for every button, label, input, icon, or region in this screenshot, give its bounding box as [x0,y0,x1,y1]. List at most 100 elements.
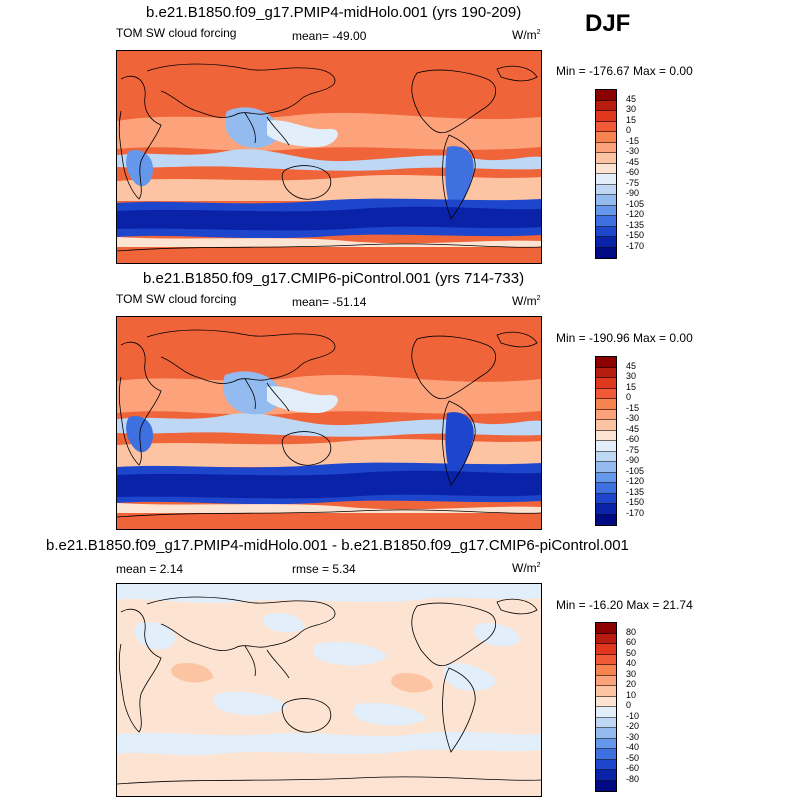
panel1-mean-label: mean= -49.00 [292,29,367,43]
colorbar-label: -15 [626,135,640,146]
panel2-title: b.e21.B1850.f09_g17.CMIP6-piControl.001 … [143,270,525,287]
colorbar-label: -30 [626,146,640,156]
panel2-variable-label: TOM SW cloud forcing [116,292,237,306]
colorbar-swatch [596,780,616,791]
colorbar-label: 15 [626,381,637,392]
colorbar-label: -120 [626,209,645,219]
colorbar-label: -30 [626,413,640,423]
colorbar-swatch [596,514,616,525]
colorbar-label: 20 [626,679,637,689]
colorbar-swatch [596,451,616,462]
colorbar-swatch [596,184,616,195]
colorbar-swatch [596,493,616,504]
panel2-mean-label: mean= -51.14 [292,295,367,309]
panel2-units: W/m2 [512,294,541,308]
colorbar-label: -50 [626,752,640,763]
colorbar-label: 40 [626,658,637,668]
colorbar-swatch [596,749,616,760]
colorbar-label: -40 [626,742,640,752]
panel1-variable-label: TOM SW cloud forcing [116,26,237,40]
colorbar-swatch [596,483,616,494]
colorbar-swatch [596,504,616,515]
colorbar-label: -105 [626,465,645,476]
colorbar-label: 0 [626,125,632,135]
panel1-title: b.e21.B1850.f09_g17.PMIP4-midHolo.001 (y… [146,4,522,21]
colorbar-swatch [596,696,616,707]
panel3-mean-label: mean = 2.14 [116,562,184,576]
colorbar-swatch [596,430,616,441]
colorbar-label: 0 [626,700,632,710]
colorbar-swatch [596,132,616,143]
colorbar-swatch [596,247,616,258]
colorbar-label: -30 [626,731,640,742]
colorbar-label: 30 [626,104,637,114]
colorbar-label: -105 [626,198,645,209]
colorbar-swatch [596,142,616,153]
panel3-units: W/m2 [512,561,541,575]
panel3-minmax: Min = -16.20 Max = 21.74 [556,598,693,612]
colorbar-swatch [596,90,616,101]
colorbar-label: 50 [626,647,637,658]
colorbar-swatch [596,462,616,473]
colorbar-label: -45 [626,423,640,434]
colorbar-label: 45 [626,93,637,104]
colorbar-swatch [596,163,616,174]
colorbar-swatch [596,153,616,164]
colorbar-swatch [596,665,616,676]
colorbar-label: 0 [626,392,632,402]
colorbar-swatch [596,472,616,483]
colorbar-swatch [596,675,616,686]
panel2-minmax: Min = -190.96 Max = 0.00 [556,331,693,345]
colorbar-label: -150 [626,230,645,240]
panel2-colorbar [595,356,617,526]
colorbar-swatch [596,738,616,749]
colorbar-swatch [596,216,616,227]
panel3-title: b.e21.B1850.f09_g17.PMIP4-midHolo.001 - … [46,537,629,554]
colorbar-swatch [596,623,616,634]
colorbar-label: -150 [626,497,645,507]
panel1-units: W/m2 [512,28,541,42]
colorbar-label: -90 [626,455,640,465]
colorbar-swatch [596,654,616,665]
colorbar-label: 80 [626,626,637,637]
colorbar-label: -135 [626,219,645,230]
colorbar-label: -90 [626,188,640,198]
colorbar-label: 15 [626,114,637,125]
colorbar-swatch [596,195,616,206]
colorbar-label: -20 [626,721,640,731]
panel3-rmse-label: rmse = 5.34 [292,562,356,576]
colorbar-label: -45 [626,156,640,167]
colorbar-swatch [596,633,616,644]
season-label: DJF [585,10,631,37]
colorbar-label: -60 [626,434,640,444]
colorbar-swatch [596,205,616,216]
colorbar-label: 45 [626,360,637,371]
colorbar-label: 60 [626,637,637,647]
colorbar-label: 30 [626,668,637,679]
panel3-colorbar [595,622,617,792]
colorbar-swatch [596,728,616,739]
colorbar-swatch [596,100,616,111]
colorbar-label: -60 [626,763,640,773]
colorbar-swatch [596,357,616,368]
panel1-colorbar [595,89,617,259]
colorbar-label: -10 [626,710,640,721]
colorbar-label: -135 [626,486,645,497]
colorbar-swatch [596,759,616,770]
colorbar-swatch [596,237,616,248]
colorbar-label: -120 [626,476,645,486]
colorbar-swatch [596,378,616,389]
colorbar-swatch [596,707,616,718]
colorbar-swatch [596,388,616,399]
colorbar-label: -170 [626,240,645,251]
colorbar-label: -75 [626,444,640,455]
colorbar-label: -60 [626,167,640,177]
colorbar-label: 30 [626,371,637,381]
colorbar-swatch [596,111,616,122]
colorbar-label: -15 [626,402,640,413]
colorbar-swatch [596,121,616,132]
colorbar-swatch [596,226,616,237]
panel3-map [116,583,542,797]
colorbar-swatch [596,174,616,185]
colorbar-swatch [596,420,616,431]
